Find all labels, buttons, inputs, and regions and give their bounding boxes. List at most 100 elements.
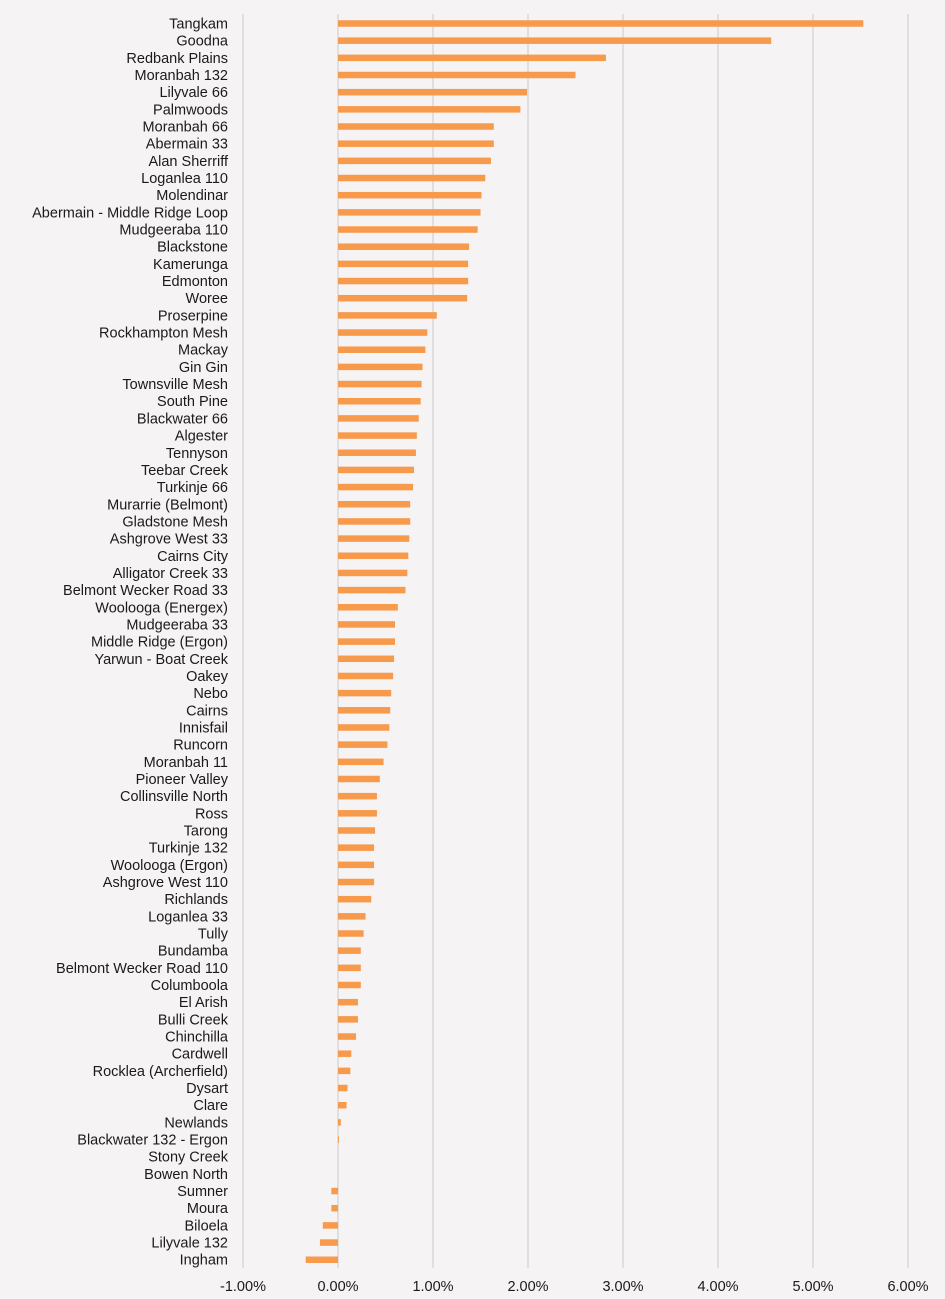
category-label: Lilyvale 132 <box>151 1236 228 1252</box>
category-label: Stony Creek <box>148 1150 229 1166</box>
category-label: Innisfail <box>179 720 228 736</box>
category-label: Alan Sherriff <box>148 154 228 170</box>
bar <box>338 1050 352 1057</box>
category-label: Blackwater 132 - Ergon <box>77 1133 228 1149</box>
bar <box>338 827 376 834</box>
category-label: Collinsville North <box>120 789 228 805</box>
x-tick-label: 1.00% <box>412 1279 453 1295</box>
bar <box>331 1204 338 1212</box>
bar <box>338 501 411 508</box>
bar <box>338 844 375 851</box>
bar <box>338 518 411 525</box>
bar <box>331 1187 338 1195</box>
category-label: Edmonton <box>162 274 228 290</box>
category-label: Middle Ridge (Ergon) <box>91 635 228 651</box>
category-label: Yarwun - Boat Creek <box>94 652 228 668</box>
bar <box>338 209 481 216</box>
category-label: Turkinje 66 <box>157 480 228 496</box>
category-label: Cardwell <box>172 1047 228 1063</box>
bar <box>338 878 375 886</box>
bar <box>338 1016 358 1023</box>
bar <box>338 397 421 405</box>
bar <box>319 1239 338 1246</box>
category-label: Molendinar <box>156 188 228 204</box>
category-label: Loganlea 33 <box>148 909 228 925</box>
bar <box>338 947 361 954</box>
category-label: Bulli Creek <box>158 1012 229 1028</box>
category-label: Clare <box>193 1098 228 1114</box>
category-label: Loganlea 110 <box>141 171 228 187</box>
category-label: Teebar Creek <box>141 463 229 479</box>
bar <box>305 1256 338 1263</box>
bar <box>338 415 419 422</box>
x-axis-tick-labels: -1.00% 0.00% 1.00% 2.00% 3.00% 4.00% 5.00% 6.00… <box>220 1279 929 1295</box>
category-label: Columboola <box>151 978 229 994</box>
category-label: Cairns City <box>157 549 229 565</box>
category-label: Runcorn <box>173 738 228 754</box>
bar <box>338 1101 347 1109</box>
x-tick-label: -1.00% <box>220 1279 266 1295</box>
x-tick-label: 6.00% <box>887 1279 928 1295</box>
bar <box>338 586 406 594</box>
category-label: Woree <box>186 291 228 307</box>
bar <box>338 672 394 680</box>
category-label: Rockhampton Mesh <box>99 326 228 342</box>
bar <box>338 998 358 1006</box>
bar <box>338 191 482 199</box>
category-label: Alligator Creek 33 <box>113 566 228 582</box>
bars <box>305 20 864 1263</box>
bar <box>338 535 410 542</box>
category-label: Bowen North <box>144 1167 228 1183</box>
bar <box>338 123 494 130</box>
bar <box>338 294 468 302</box>
category-label: Richlands <box>164 892 228 908</box>
bar <box>338 724 390 731</box>
bar <box>338 792 377 800</box>
category-label: Woolooga (Energex) <box>95 600 228 616</box>
x-tick-label: 0.00% <box>317 1279 358 1295</box>
category-label: El Arish <box>179 995 228 1011</box>
category-label: Moranbah 132 <box>134 68 228 84</box>
bar <box>338 621 395 628</box>
bar <box>338 981 361 989</box>
category-label: Blackstone <box>157 240 228 256</box>
category-label: Tarong <box>184 823 228 839</box>
category-label: Mackay <box>178 343 229 359</box>
bar <box>338 88 528 96</box>
category-label: Newlands <box>164 1115 228 1131</box>
bar <box>338 552 409 560</box>
bar <box>338 432 417 439</box>
category-label: Lilyvale 66 <box>159 85 228 101</box>
category-label: Palmwoods <box>153 102 228 118</box>
bar <box>338 569 408 577</box>
bar <box>338 895 372 903</box>
x-tick-label: 5.00% <box>792 1279 833 1295</box>
bar <box>338 37 772 44</box>
category-label: Mudgeeraba 33 <box>126 617 228 633</box>
category-label: Rocklea (Archerfield) <box>93 1064 228 1080</box>
category-label: Cairns <box>186 703 228 719</box>
bar <box>338 707 391 714</box>
x-tick-label: 2.00% <box>507 1279 548 1295</box>
bar <box>338 260 469 268</box>
category-label: Gladstone Mesh <box>122 514 228 530</box>
category-label: Kamerunga <box>153 257 229 273</box>
bar <box>338 449 416 456</box>
bar <box>338 483 414 491</box>
category-label: Bundamba <box>158 944 229 960</box>
category-label: Woolooga (Ergon) <box>111 858 228 874</box>
category-label: Mudgeeraba 110 <box>119 223 228 239</box>
bar <box>338 758 384 766</box>
bar <box>338 140 494 147</box>
category-label: Belmont Wecker Road 33 <box>63 583 228 599</box>
bar <box>338 174 486 182</box>
bar <box>338 277 469 285</box>
category-label: South Pine <box>157 394 228 410</box>
bar <box>338 71 576 79</box>
category-label: Moura <box>187 1201 229 1217</box>
bar <box>338 1136 339 1143</box>
bar <box>338 466 414 474</box>
bar <box>338 689 392 697</box>
bar <box>338 1033 357 1040</box>
category-label: Sumner <box>177 1184 228 1200</box>
